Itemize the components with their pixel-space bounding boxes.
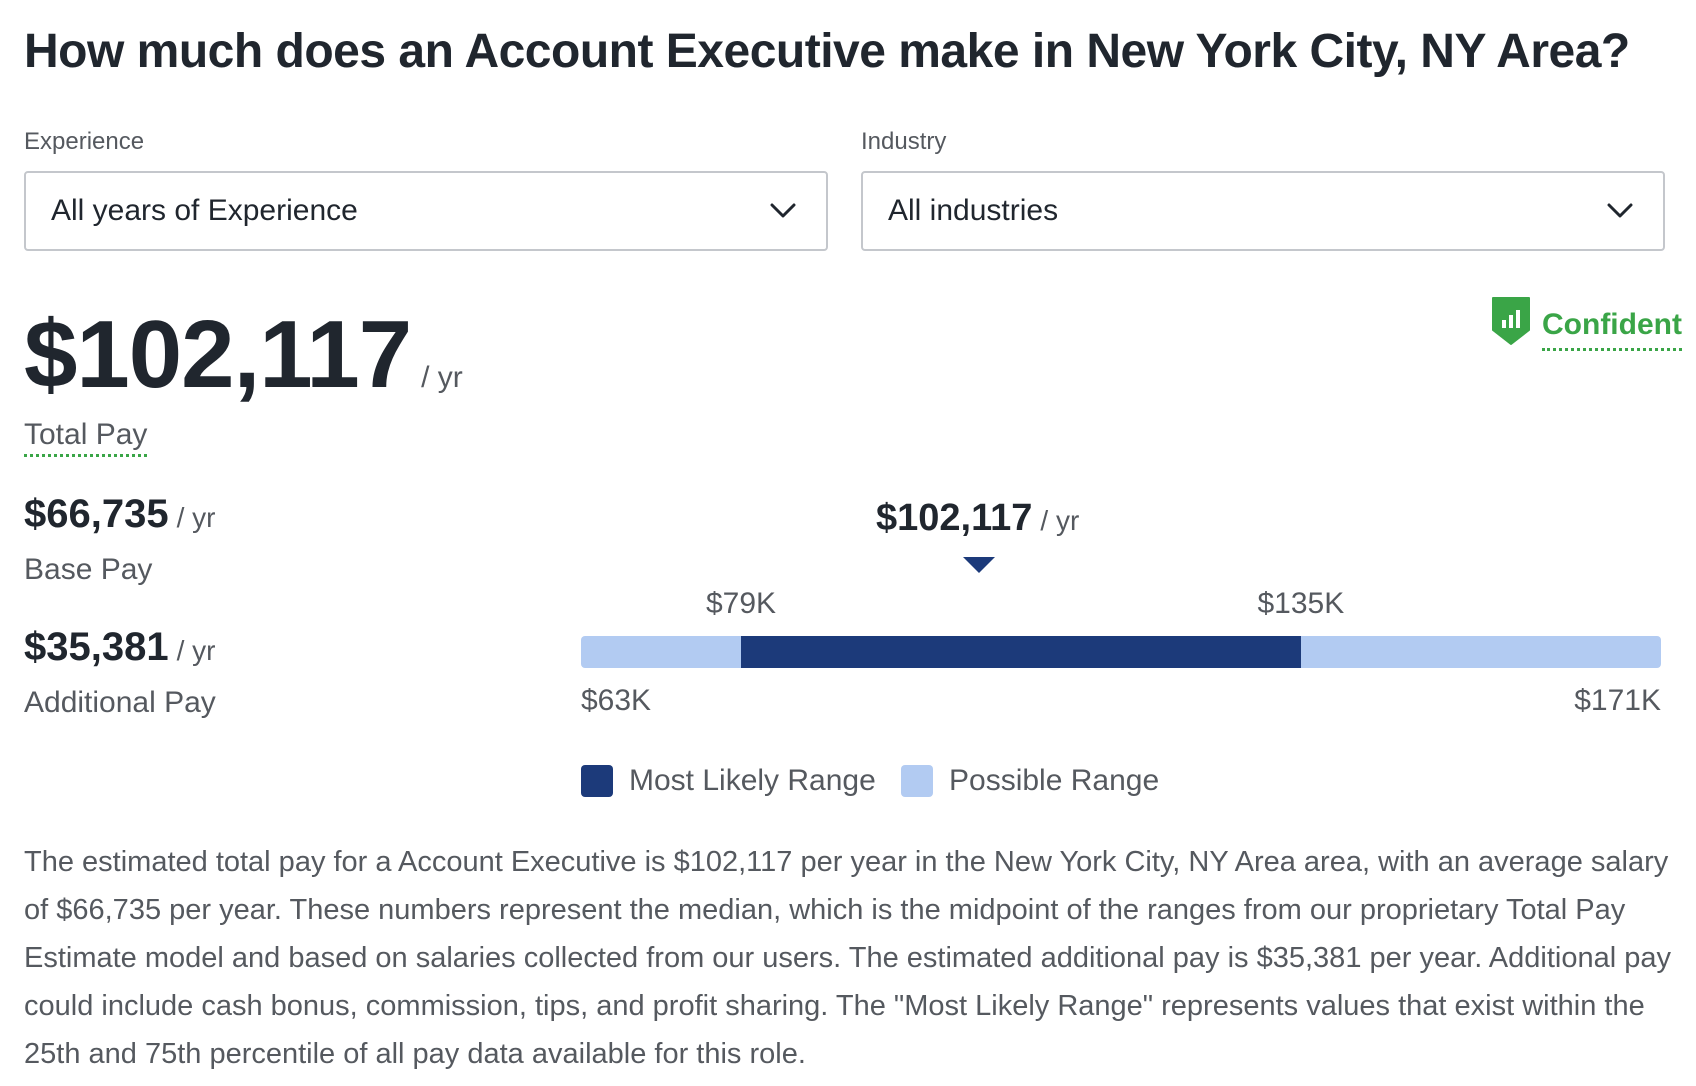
total-pay-unit: / yr xyxy=(421,361,463,394)
base-pay-label: Base Pay xyxy=(24,553,153,586)
legend-possible: Possible Range xyxy=(901,764,1159,798)
median-unit: / yr xyxy=(1040,505,1080,536)
additional-pay-unit: / yr xyxy=(176,635,216,666)
industry-select-value: All industries xyxy=(888,194,1059,227)
median-marker: $102,117 / yr xyxy=(876,497,1079,540)
additional-pay-value: $35,381 / yr xyxy=(24,625,215,670)
legend-possible-swatch xyxy=(901,765,933,797)
industry-select[interactable]: All industries xyxy=(861,171,1665,251)
chevron-down-icon xyxy=(768,196,798,226)
range-max-label: $171K xyxy=(1574,684,1661,717)
likely-range-bar xyxy=(741,636,1301,668)
additional-pay-amount: $35,381 xyxy=(24,625,169,669)
legend-likely-label: Most Likely Range xyxy=(629,764,876,797)
total-pay-label[interactable]: Total Pay xyxy=(24,418,148,457)
legend-likely: Most Likely Range xyxy=(581,764,876,798)
total-pay-amount: $102,117 xyxy=(24,301,412,408)
salary-description: The estimated total pay for a Account Ex… xyxy=(24,846,1671,1070)
base-pay-value: $66,735 / yr xyxy=(24,492,215,537)
page-title: How much does an Account Executive make … xyxy=(24,25,1630,78)
legend-possible-label: Possible Range xyxy=(949,764,1160,797)
total-pay-value: $102,117 / yr xyxy=(24,300,463,410)
experience-select-value: All years of Experience xyxy=(51,194,358,227)
confidence-badge[interactable]: Confident xyxy=(1490,296,1682,351)
bar-chart-shield-icon xyxy=(1490,296,1532,351)
base-pay-unit: / yr xyxy=(176,502,216,533)
experience-select[interactable]: All years of Experience xyxy=(24,171,828,251)
likely-low-label: $79K xyxy=(706,587,777,620)
additional-pay-label: Additional Pay xyxy=(24,686,216,719)
experience-label: Experience xyxy=(24,128,145,155)
likely-high-label: $135K xyxy=(1257,587,1345,620)
range-min-label: $63K xyxy=(581,684,652,717)
industry-label: Industry xyxy=(861,128,947,155)
legend-likely-swatch xyxy=(581,765,613,797)
median-pointer xyxy=(963,557,995,573)
possible-range-bar xyxy=(581,636,1661,668)
confidence-label: Confident xyxy=(1542,308,1682,351)
chevron-down-icon xyxy=(1605,196,1635,226)
base-pay-amount: $66,735 xyxy=(24,492,169,536)
median-amount: $102,117 xyxy=(876,497,1033,539)
